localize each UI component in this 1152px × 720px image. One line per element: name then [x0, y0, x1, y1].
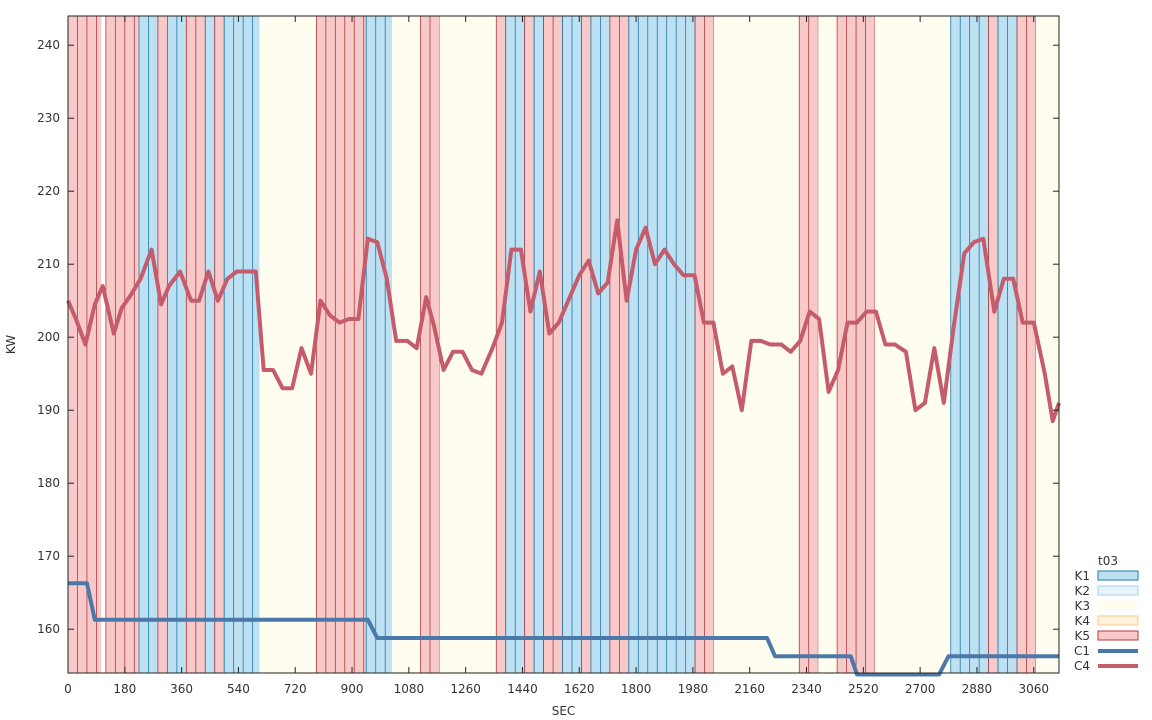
band-k1	[205, 16, 215, 673]
band-k3	[714, 16, 800, 673]
band-k1	[366, 16, 393, 673]
legend-label-k3: K3	[1074, 599, 1090, 613]
series-line-c1	[68, 581, 1059, 677]
legend-swatch-k4	[1097, 615, 1139, 626]
x-tick-label: 540	[227, 682, 250, 696]
band-k5	[214, 16, 225, 673]
legend-label-k4: K4	[1074, 614, 1090, 628]
x-tick-label: 2880	[962, 682, 993, 696]
band-k5	[581, 16, 591, 673]
x-tick-label: 2340	[791, 682, 822, 696]
y-tick-label: 210	[37, 257, 60, 271]
series-line-c4	[66, 218, 1061, 424]
x-tick-label: 180	[113, 682, 136, 696]
x-tick-label: 1800	[621, 682, 652, 696]
legend-label-c4: C4	[1074, 659, 1090, 673]
x-tick-label: 2700	[905, 682, 936, 696]
legend-swatch-k5	[1097, 630, 1139, 641]
legend-swatch-k2	[1097, 585, 1139, 596]
band-k5	[105, 16, 140, 673]
x-tick-label: 2520	[848, 682, 879, 696]
band-k3	[818, 16, 838, 673]
x-axis-label: SEC	[552, 704, 576, 718]
y-tick-label: 200	[37, 330, 60, 344]
band-k1	[628, 16, 696, 673]
x-tick-label: 0	[64, 682, 72, 696]
y-tick-label: 160	[37, 622, 60, 636]
band-k3	[439, 16, 497, 673]
legend-title: t03	[1098, 554, 1118, 568]
series-lines	[66, 218, 1061, 677]
band-k3	[1035, 16, 1059, 673]
x-tick-label: 1620	[564, 682, 595, 696]
x-tick-label: 1440	[507, 682, 538, 696]
y-tick-label: 190	[37, 403, 60, 417]
legend-swatch-k1	[1097, 570, 1139, 581]
x-tick-label: 360	[170, 682, 193, 696]
y-tick-label: 240	[37, 38, 60, 52]
band-k5	[988, 16, 999, 673]
band-k5	[157, 16, 168, 673]
x-tick-label: 1080	[394, 682, 425, 696]
plot-frame	[67, 15, 1060, 674]
band-k1	[534, 16, 544, 673]
legend-label-k1: K1	[1074, 569, 1090, 583]
x-tick-label: 3060	[1018, 682, 1049, 696]
x-tick-label: 1260	[450, 682, 481, 696]
band-k1	[224, 16, 260, 673]
y-tick-label: 170	[37, 549, 60, 563]
band-k3	[259, 16, 317, 673]
y-axis-label: KW	[4, 335, 18, 354]
y-tick-label: 220	[37, 184, 60, 198]
x-tick-label: 2160	[734, 682, 765, 696]
band-k5	[524, 16, 535, 673]
x-tick-label: 900	[341, 682, 364, 696]
legend-swatch-k3	[1097, 600, 1139, 611]
y-axis-ticks: 160 170 180 190 200 210 220 230 240	[37, 38, 1059, 636]
x-axis-ticks: 0 180 360 540 720 900 1080 1260 1440 1620 1800 1980…	[64, 16, 1049, 696]
y-tick-label: 230	[37, 111, 60, 125]
background-bands	[67, 16, 1059, 673]
legend-label-k2: K2	[1074, 584, 1090, 598]
band-k5	[496, 16, 506, 673]
legend-label-k5: K5	[1074, 629, 1090, 643]
legend-label-c1: C1	[1074, 644, 1090, 658]
x-tick-label: 1980	[678, 682, 709, 696]
y-tick-label: 180	[37, 476, 60, 490]
x-tick-label: 720	[284, 682, 307, 696]
band-k5	[316, 16, 367, 673]
